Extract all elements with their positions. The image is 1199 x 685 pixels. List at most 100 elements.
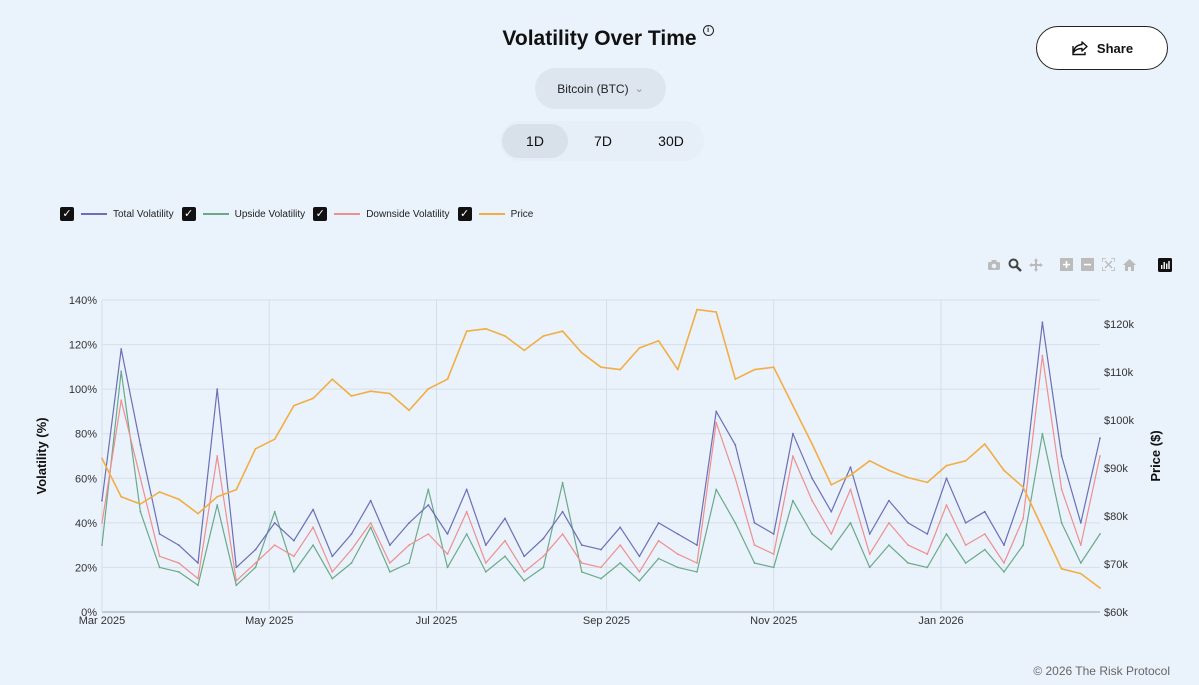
legend-swatch-downside (334, 213, 361, 215)
camera-icon[interactable] (986, 257, 1001, 272)
data-point-upside-volatility (696, 571, 698, 573)
data-point-downside-volatility (945, 504, 948, 506)
data-point-upside-volatility (734, 522, 737, 524)
y-left-tick-label: 20% (75, 562, 97, 574)
data-point-total-volatility (907, 522, 909, 524)
data-point-total-volatility (350, 533, 353, 535)
data-point-total-volatility (676, 533, 679, 535)
data-point-price (235, 488, 238, 491)
data-point-upside-volatility (389, 571, 391, 573)
data-point-total-volatility (734, 444, 737, 446)
data-point-total-volatility (177, 544, 180, 546)
data-point-upside-volatility (945, 533, 948, 535)
data-point-upside-volatility (907, 562, 909, 564)
data-point-price (868, 459, 871, 462)
data-point-total-volatility (427, 504, 430, 506)
data-point-total-volatility (139, 444, 142, 446)
data-point-price (1022, 486, 1025, 489)
data-point-downside-volatility (830, 533, 833, 535)
data-point-total-volatility (369, 499, 372, 502)
zoom-in-icon[interactable] (1059, 257, 1074, 272)
data-point-upside-volatility (523, 579, 526, 582)
data-point-downside-volatility (369, 522, 372, 524)
checkbox-upside[interactable]: ✓ (181, 207, 196, 221)
share-button[interactable]: Share (1036, 26, 1168, 70)
legend-item-downside[interactable]: ✓ Downside Volatility (313, 207, 450, 221)
data-point-price (158, 491, 161, 493)
data-point-downside-volatility (177, 562, 180, 564)
plotly-logo-icon[interactable] (1157, 257, 1172, 272)
x-tick-label: Jul 2025 (416, 615, 458, 627)
zoom-out-icon[interactable] (1080, 257, 1095, 272)
y-right-tick-label: $120k (1104, 319, 1134, 331)
data-point-total-volatility (523, 555, 526, 558)
data-point-downside-volatility (293, 555, 295, 558)
data-point-downside-volatility (216, 455, 219, 457)
data-point-price (638, 347, 641, 349)
checkbox-total[interactable]: ✓ (60, 207, 74, 221)
data-point-price (350, 395, 353, 397)
legend-item-price[interactable]: ✓ Price (457, 207, 533, 221)
autoscale-icon[interactable] (1101, 257, 1116, 272)
data-point-downside-volatility (888, 522, 890, 524)
pan-icon[interactable] (1028, 257, 1043, 272)
data-point-upside-volatility (408, 562, 410, 564)
data-point-price (1041, 527, 1044, 529)
info-icon[interactable]: i (702, 25, 714, 36)
data-point-upside-volatility (888, 544, 890, 546)
data-point-downside-volatility (139, 477, 142, 480)
data-point-price (1003, 469, 1005, 472)
legend-item-upside[interactable]: ✓ Upside Volatility (181, 207, 305, 221)
page-title: Volatility Over Time i (502, 25, 714, 51)
data-point-total-volatility (408, 522, 410, 524)
data-point-downside-volatility (408, 544, 410, 546)
data-point-downside-volatility (389, 562, 391, 564)
data-point-upside-volatility (427, 488, 430, 491)
y-left-tick-label: 140% (69, 295, 97, 307)
data-point-upside-volatility (158, 566, 161, 569)
y-left-tick-label: 100% (69, 384, 97, 396)
data-point-price (465, 330, 468, 333)
data-point-upside-volatility (369, 526, 372, 529)
asset-select[interactable]: Bitcoin (BTC) ⌄ (535, 68, 666, 109)
data-point-upside-volatility (197, 584, 199, 587)
legend-item-total[interactable]: ✓ Total Volatility (60, 207, 174, 221)
data-point-total-volatility (542, 537, 545, 540)
data-point-total-volatility (101, 499, 103, 502)
data-point-upside-volatility (926, 566, 929, 569)
y-left-tick-label: 80% (75, 429, 97, 441)
data-point-price (734, 378, 737, 381)
data-point-upside-volatility (273, 510, 276, 513)
zoom-icon[interactable] (1007, 257, 1022, 272)
data-point-price (811, 443, 813, 445)
data-point-total-volatility (389, 544, 391, 546)
data-point-price (580, 351, 583, 354)
period-1d-button[interactable]: 1D (502, 124, 568, 158)
period-30d-button[interactable]: 30D (658, 133, 684, 149)
chart-modebar (986, 257, 1172, 272)
checkbox-downside[interactable]: ✓ (313, 207, 328, 221)
data-point-total-volatility (926, 533, 929, 535)
data-point-total-volatility (446, 533, 449, 535)
data-point-price (715, 311, 718, 313)
data-point-upside-volatility (312, 544, 314, 546)
data-point-price (676, 368, 679, 371)
checkbox-price[interactable]: ✓ (457, 207, 472, 221)
data-point-price (427, 387, 430, 390)
data-point-price (561, 330, 564, 333)
home-icon[interactable] (1122, 257, 1137, 272)
data-point-total-volatility (983, 510, 986, 513)
data-point-price (542, 335, 545, 337)
data-point-total-volatility (580, 544, 583, 546)
data-point-upside-volatility (350, 562, 353, 564)
data-point-downside-volatility (1003, 562, 1005, 564)
data-point-total-volatility (293, 539, 295, 542)
data-point-downside-volatility (676, 553, 679, 555)
data-point-upside-volatility (331, 577, 334, 580)
period-7d-button[interactable]: 7D (594, 133, 612, 149)
data-point-downside-volatility (811, 499, 813, 502)
data-point-price (600, 366, 602, 369)
data-point-total-volatility (657, 522, 660, 524)
data-point-price (945, 464, 948, 467)
